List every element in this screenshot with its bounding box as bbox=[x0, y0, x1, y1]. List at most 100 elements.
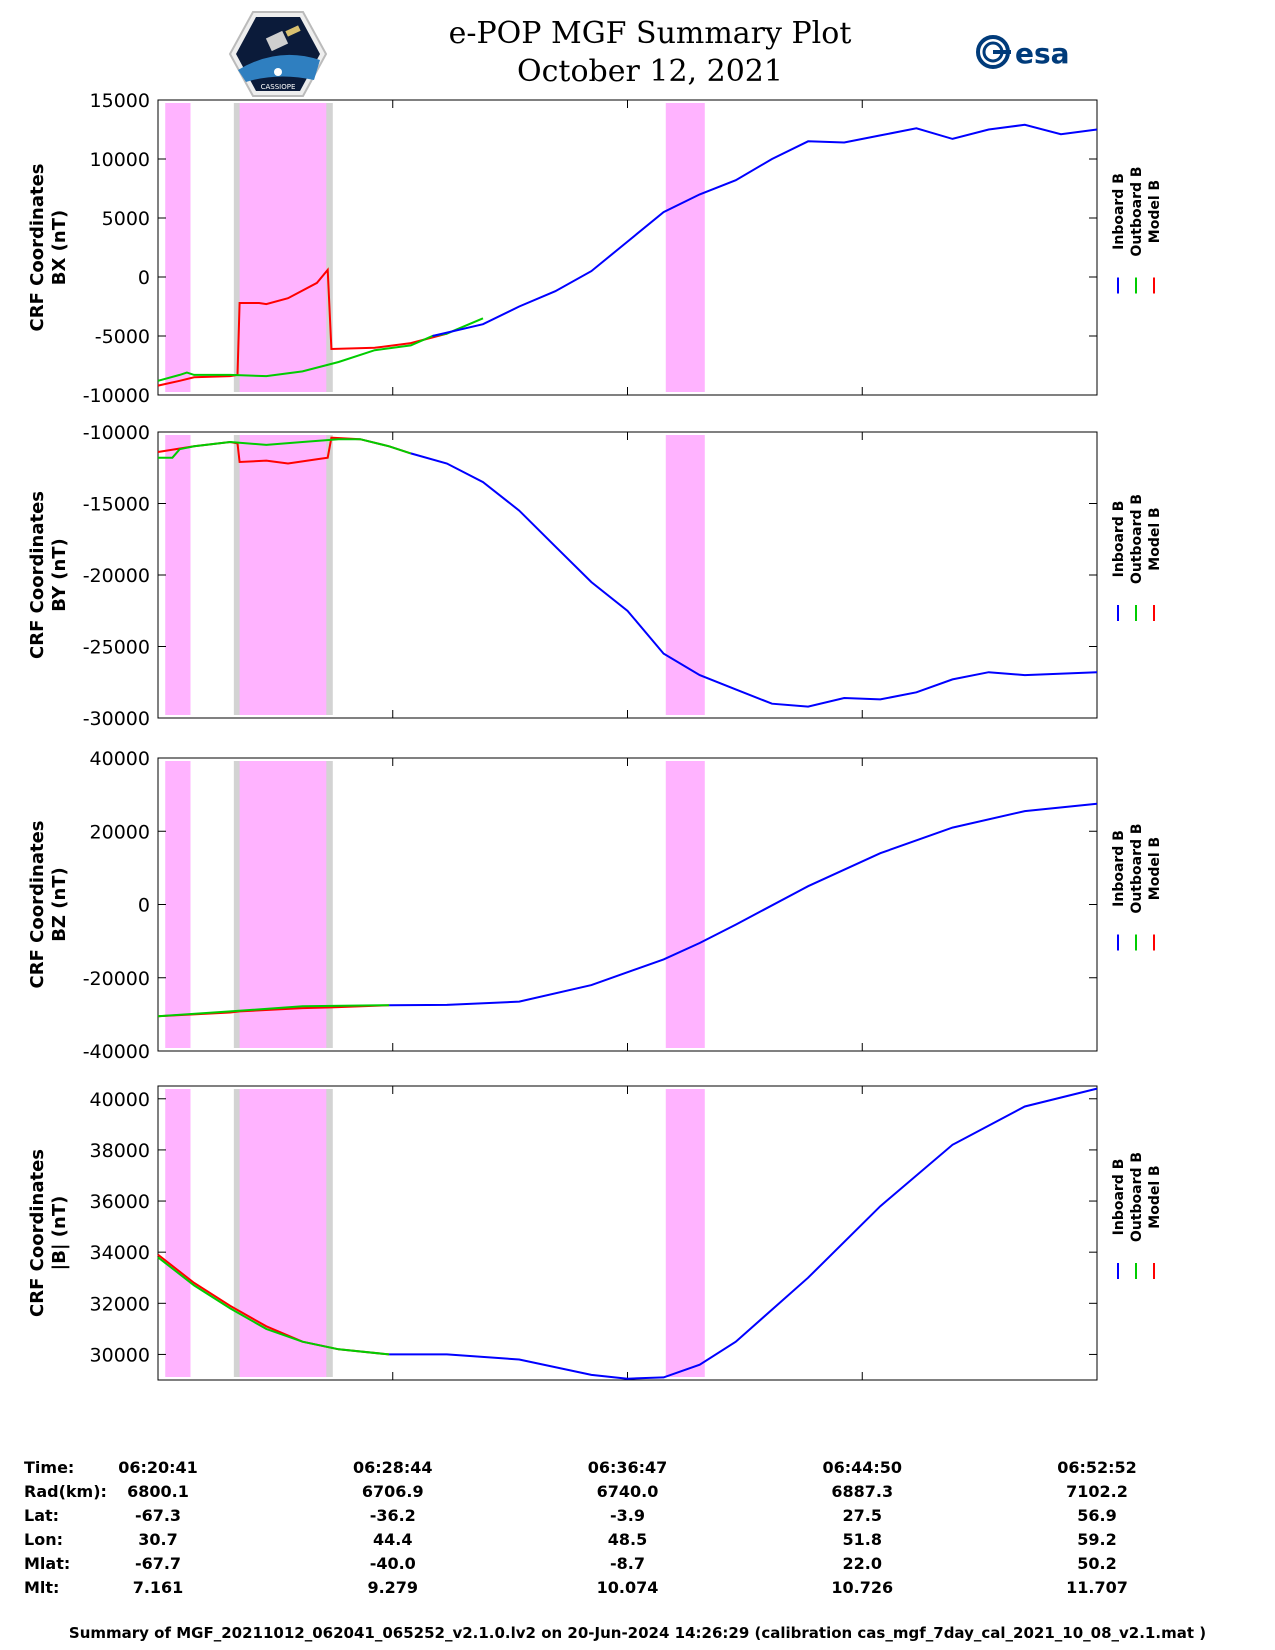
shaded-region-3 bbox=[239, 435, 327, 715]
y-tick-label: 34000 bbox=[90, 1242, 150, 1264]
y-axis-label: CRF CoordinatesBZ (nT) bbox=[27, 821, 70, 989]
y-tick-label: -30000 bbox=[83, 708, 150, 730]
cassiope-logo: CASSIOPE bbox=[228, 11, 328, 97]
shaded-region-4 bbox=[665, 103, 705, 392]
ephemeris-value: -36.2 bbox=[369, 1506, 416, 1525]
chart-panel-1: 15000 10000 5000 0 -5000 -10000 CRF Coordinate… bbox=[27, 90, 1163, 407]
y-axis-label-line2: BX (nT) bbox=[49, 210, 70, 285]
chart-panel-3: 40000 20000 0 -20000 -40000 CRF CoordinatesBZ… bbox=[27, 748, 1163, 1063]
y-tick-label: 36000 bbox=[90, 1191, 150, 1213]
summary-caption: Summary of MGF_20211012_062041_065252_v2… bbox=[68, 1624, 1207, 1642]
legend-label: Inboard B bbox=[1111, 1159, 1127, 1236]
chart-panel-2: -10000 -15000 -20000 -25000 -30000 CRF Coordi… bbox=[27, 422, 1163, 730]
y-tick-label: -5000 bbox=[95, 326, 150, 348]
series-inboard-b bbox=[389, 802, 1098, 1007]
y-tick-label: -25000 bbox=[83, 637, 150, 659]
y-tick-label: -20000 bbox=[83, 968, 150, 990]
legend-label: Model B bbox=[1147, 1165, 1163, 1228]
legend-label: Model B bbox=[1147, 180, 1163, 243]
ephemeris-value: 10.074 bbox=[596, 1578, 659, 1597]
ephemeris-value: -8.7 bbox=[610, 1554, 645, 1573]
ephemeris-value: -67.3 bbox=[134, 1506, 182, 1525]
shaded-region-1 bbox=[165, 761, 191, 1048]
legend-label: Inboard B bbox=[1111, 501, 1127, 578]
series-inboard-b bbox=[432, 123, 1098, 337]
legend-label: Inboard B bbox=[1111, 830, 1127, 907]
shaded-region-1 bbox=[165, 103, 191, 392]
y-tick-label: -20000 bbox=[83, 565, 150, 587]
y-tick-label: 38000 bbox=[90, 1140, 150, 1162]
ephemeris-value: 10.726 bbox=[831, 1578, 894, 1597]
ephemeris-value: 48.5 bbox=[607, 1530, 648, 1549]
chart-panel-4: 40000 38000 36000 34000 32000 30000 CRF Coordi… bbox=[27, 1085, 1163, 1381]
y-axis-label: CRF Coordinates|B| (nT) bbox=[27, 1149, 70, 1317]
ephemeris-value: 6887.3 bbox=[831, 1482, 894, 1501]
y-tick-label: -10000 bbox=[83, 422, 150, 444]
ephemeris-value: 06:36:47 bbox=[587, 1458, 668, 1477]
shaded-region-4 bbox=[665, 761, 705, 1048]
y-tick-label: 40000 bbox=[90, 748, 150, 770]
ephemeris-value: 56.9 bbox=[1077, 1506, 1117, 1525]
y-tick-label: 15000 bbox=[90, 90, 150, 112]
charts-area: 15000 10000 5000 0 -5000 -10000 CRF Coordinate… bbox=[27, 90, 1163, 1381]
y-axis-label-line1: CRF Coordinates bbox=[27, 821, 48, 989]
ephemeris-value: 30.7 bbox=[138, 1530, 178, 1549]
series-outboard-b bbox=[157, 1004, 390, 1018]
y-tick-label: -40000 bbox=[83, 1041, 150, 1063]
ephemeris-value: -40.0 bbox=[369, 1554, 416, 1573]
ephemeris-row-label: Time: bbox=[24, 1458, 75, 1477]
ephemeris-value: 06:52:52 bbox=[1057, 1458, 1137, 1477]
ephemeris-row-label: Rad(km): bbox=[24, 1482, 107, 1501]
shaded-region-4 bbox=[665, 435, 705, 715]
legend-label: Outboard B bbox=[1129, 494, 1145, 584]
y-axis-label-line1: CRF Coordinates bbox=[27, 491, 48, 659]
legend-label: Outboard B bbox=[1129, 166, 1145, 256]
series-model-b bbox=[157, 267, 448, 387]
ephemeris-value: 06:44:50 bbox=[822, 1458, 903, 1477]
ephemeris-value: -67.7 bbox=[134, 1554, 182, 1573]
ephemeris-value: 50.2 bbox=[1077, 1554, 1117, 1573]
legend-label: Inboard B bbox=[1111, 173, 1127, 250]
plot-title: e-POP MGF Summary Plot bbox=[448, 16, 852, 51]
y-axis-label-line2: BY (nT) bbox=[49, 538, 70, 612]
y-axis-label-line1: CRF Coordinates bbox=[27, 164, 48, 332]
ephemeris-value: 06:20:41 bbox=[118, 1458, 198, 1477]
ephemeris-value: 7102.2 bbox=[1066, 1482, 1128, 1501]
y-tick-label: 5000 bbox=[102, 208, 150, 230]
y-tick-label: 40000 bbox=[90, 1089, 150, 1111]
ephemeris-value: 27.5 bbox=[842, 1506, 882, 1525]
ephemeris-row-label: Lat: bbox=[24, 1506, 60, 1525]
y-tick-label: -15000 bbox=[83, 494, 150, 516]
esa-logo: esa bbox=[976, 35, 1070, 70]
shaded-region-1 bbox=[165, 435, 191, 715]
esa-logo-text: esa bbox=[1015, 37, 1070, 70]
legend-label: Outboard B bbox=[1129, 1152, 1145, 1242]
series-outboard-b bbox=[157, 1256, 390, 1356]
legend-label: Model B bbox=[1147, 837, 1163, 900]
series-outboard-b bbox=[158, 438, 412, 459]
shaded-region-3 bbox=[239, 1089, 327, 1377]
y-tick-label: 30000 bbox=[90, 1344, 150, 1366]
ephemeris-value: 59.2 bbox=[1077, 1530, 1117, 1549]
shaded-region-3 bbox=[239, 103, 327, 392]
ephemeris-value: 7.161 bbox=[132, 1578, 184, 1597]
plot-date: October 12, 2021 bbox=[517, 54, 783, 89]
ephemeris-value: 22.0 bbox=[842, 1554, 882, 1573]
ephemeris-value: 9.279 bbox=[367, 1578, 419, 1597]
y-axis-label: CRF CoordinatesBY (nT) bbox=[27, 491, 70, 659]
cassiope-logo-text: CASSIOPE bbox=[261, 83, 296, 91]
ephemeris-value: 11.707 bbox=[1066, 1578, 1128, 1597]
ephemeris-value: 6706.9 bbox=[361, 1482, 424, 1501]
y-axis-label-line1: CRF Coordinates bbox=[27, 1149, 48, 1317]
ephemeris-row-label: Mlt: bbox=[24, 1578, 60, 1597]
ephemeris-value: 06:28:44 bbox=[352, 1458, 433, 1477]
ephemeris-row-label: Mlat: bbox=[24, 1554, 71, 1573]
shaded-region-1 bbox=[165, 1089, 191, 1377]
ephemeris-value: 51.8 bbox=[842, 1530, 882, 1549]
y-axis-label-line2: |B| (nT) bbox=[49, 1196, 70, 1271]
y-tick-label: 0 bbox=[138, 895, 150, 917]
y-tick-label: 10000 bbox=[90, 149, 150, 171]
ephemeris-value: -3.9 bbox=[610, 1506, 645, 1525]
ephemeris-row-label: Lon: bbox=[24, 1530, 63, 1549]
legend-label: Model B bbox=[1147, 507, 1163, 570]
